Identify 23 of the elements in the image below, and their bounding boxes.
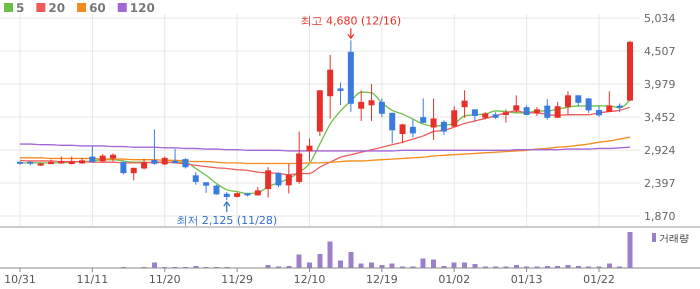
legend-label: 거래량 bbox=[659, 234, 689, 244]
x-tick-label: 10/31 bbox=[4, 273, 36, 286]
y-tick-label: 3,452 bbox=[644, 110, 676, 124]
annotation: 최고 4,680 (12/16) bbox=[300, 14, 402, 28]
x-tick-label: 11/11 bbox=[76, 273, 108, 286]
x-tick-label: 01/02 bbox=[438, 273, 470, 286]
y-tick-label: 2,924 bbox=[644, 144, 676, 157]
x-tick-label: 11/29 bbox=[221, 273, 253, 286]
legend-label: 5 bbox=[16, 1, 24, 16]
y-tick-label: 5,034 bbox=[644, 12, 676, 25]
annotation: 최저 2,125 (11/28) bbox=[176, 214, 278, 228]
y-tick-label: 3,979 bbox=[644, 78, 676, 91]
legend-label: 120 bbox=[130, 1, 155, 16]
x-tick-label: 01/13 bbox=[510, 273, 542, 286]
x-tick-label: 11/20 bbox=[148, 273, 181, 286]
y-tick-label: 2,397 bbox=[644, 176, 676, 190]
y-tick-label: 4,507 bbox=[644, 44, 676, 58]
legend-label: 60 bbox=[89, 1, 106, 16]
x-tick-label: 01/22 bbox=[583, 273, 615, 286]
y-tick-label: 1,870 bbox=[644, 210, 676, 223]
x-tick-label: 12/10 bbox=[294, 273, 326, 286]
legend-label: 20 bbox=[48, 1, 66, 16]
x-tick-label: 12/19 bbox=[366, 273, 398, 286]
